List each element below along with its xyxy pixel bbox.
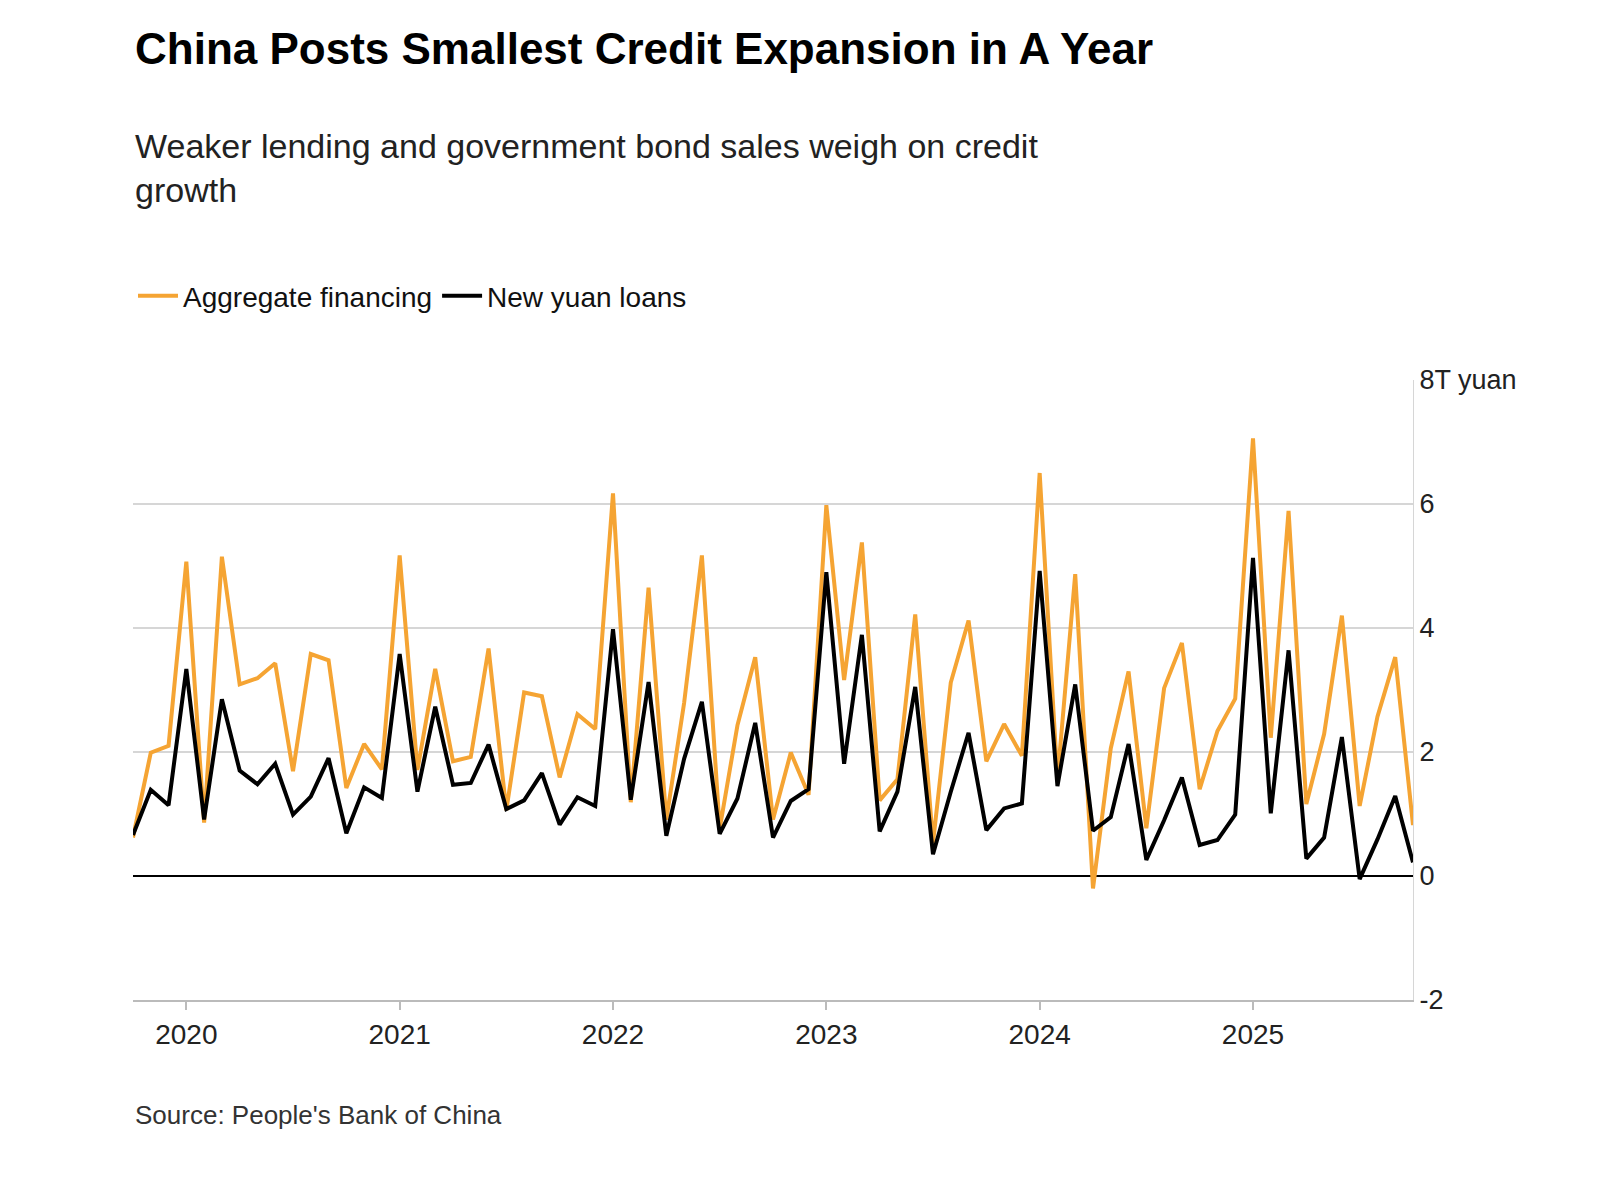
svg-text:2022: 2022 [582, 1019, 644, 1050]
svg-text:Weaker lending and government: Weaker lending and government bond sales… [135, 127, 1038, 209]
svg-text:Source: People's Bank of China: Source: People's Bank of China [135, 1100, 502, 1130]
svg-text:2020: 2020 [155, 1019, 217, 1050]
svg-text:2025: 2025 [1222, 1019, 1284, 1050]
svg-text:China Posts Smallest Credit Ex: China Posts Smallest Credit Expansion in… [135, 24, 1153, 73]
svg-text:4: 4 [1419, 613, 1434, 643]
svg-text:0: 0 [1419, 861, 1434, 891]
svg-text:2024: 2024 [1009, 1019, 1071, 1050]
svg-text:2: 2 [1419, 737, 1434, 767]
svg-text:Aggregate financing: Aggregate financing [183, 282, 432, 313]
svg-text:-2: -2 [1419, 985, 1443, 1015]
svg-text:2021: 2021 [369, 1019, 431, 1050]
svg-text:6: 6 [1419, 489, 1434, 519]
svg-text:8T yuan: 8T yuan [1419, 365, 1516, 395]
svg-text:New yuan loans: New yuan loans [487, 282, 686, 313]
svg-text:2023: 2023 [795, 1019, 857, 1050]
